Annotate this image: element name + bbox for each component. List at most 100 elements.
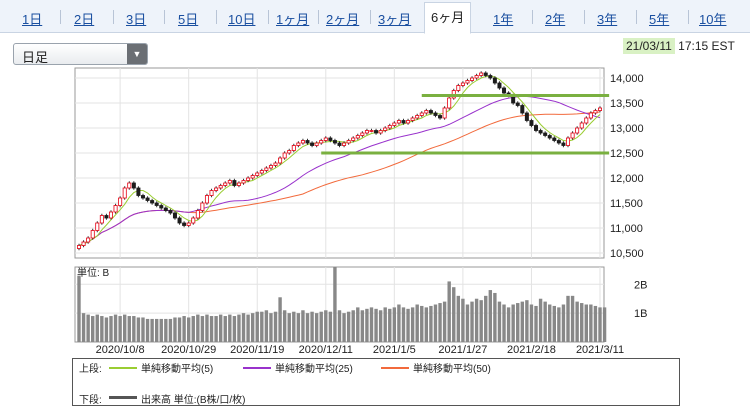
candle-body bbox=[77, 245, 82, 249]
volume-bar bbox=[365, 308, 369, 342]
tab-10-days[interactable]: 10日 bbox=[228, 12, 256, 27]
candle-body bbox=[214, 187, 219, 191]
price-tick-label: 12,500 bbox=[610, 148, 644, 160]
candle-body bbox=[378, 130, 383, 134]
volume-bar bbox=[433, 304, 438, 342]
chevron-down-icon: ▼ bbox=[127, 44, 147, 64]
tab-3-months[interactable]: 3ヶ月 bbox=[378, 12, 412, 27]
price-tick-label: 11,000 bbox=[610, 223, 643, 235]
volume-bar bbox=[127, 316, 131, 342]
candle-body bbox=[159, 205, 164, 209]
volume-bar bbox=[81, 313, 86, 342]
tab-1-day[interactable]: 1日 bbox=[22, 12, 43, 27]
candle-body bbox=[387, 125, 392, 129]
candle-body bbox=[296, 142, 301, 146]
x-tick-label: 2020/10/29 bbox=[161, 344, 216, 356]
candle-body bbox=[584, 117, 589, 124]
volume-bar bbox=[479, 300, 483, 342]
volume-bar bbox=[209, 316, 214, 342]
candle-body bbox=[227, 180, 232, 184]
candle-body bbox=[131, 182, 136, 189]
candle-body bbox=[310, 142, 315, 146]
tab-3-years[interactable]: 3年 bbox=[597, 12, 618, 27]
tab-1-month[interactable]: 1ヶ月 bbox=[276, 12, 310, 27]
tab-2-days[interactable]: 2日 bbox=[74, 12, 95, 27]
volume-bar bbox=[109, 316, 113, 342]
volume-bar bbox=[328, 311, 333, 342]
tab-10-years[interactable]: 10年 bbox=[699, 12, 727, 27]
volume-bar bbox=[196, 314, 200, 342]
candle-body bbox=[575, 127, 580, 134]
candle-body bbox=[396, 120, 401, 124]
candle-body bbox=[136, 187, 141, 196]
candle-body bbox=[355, 135, 360, 139]
volume-bar bbox=[543, 301, 547, 342]
candle-body bbox=[502, 87, 507, 94]
period-select[interactable]: 日足 ▼ bbox=[13, 43, 148, 65]
candle-body bbox=[428, 110, 433, 114]
tab-separator bbox=[688, 10, 689, 24]
volume-tick-label: 1B bbox=[634, 308, 647, 320]
volume-bar bbox=[77, 275, 81, 342]
x-tick-label: 2021/3/11 bbox=[576, 344, 624, 356]
tab-5-days[interactable]: 5日 bbox=[178, 12, 199, 27]
period-tab-bar: 1日 2日 3日 5日 10日 1ヶ月 2ヶ月 3ヶ月 6ヶ月 1年 2年 3年… bbox=[0, 0, 750, 34]
candle-body bbox=[154, 202, 159, 206]
candle-body bbox=[122, 187, 127, 199]
volume-bar bbox=[516, 303, 520, 342]
tab-2-years[interactable]: 2年 bbox=[545, 12, 566, 27]
tab-2-months[interactable]: 2ヶ月 bbox=[326, 12, 360, 27]
candle-body bbox=[419, 112, 424, 116]
candle-body bbox=[337, 142, 342, 146]
candle-body bbox=[172, 212, 177, 219]
tab-separator bbox=[532, 10, 533, 24]
volume-bar bbox=[118, 316, 122, 342]
candle-body bbox=[204, 195, 209, 204]
candle-body bbox=[479, 72, 484, 76]
price-plot-frame bbox=[74, 67, 605, 259]
tab-separator bbox=[370, 10, 371, 24]
candle-body bbox=[195, 210, 200, 219]
volume-bar bbox=[333, 267, 337, 342]
candle-body bbox=[291, 145, 296, 151]
candle-body bbox=[566, 137, 571, 146]
volume-bar bbox=[282, 310, 287, 342]
volume-bar bbox=[141, 317, 145, 342]
candle-body bbox=[186, 222, 191, 226]
candle-body bbox=[268, 165, 273, 169]
candle-body bbox=[364, 130, 369, 134]
volume-bar bbox=[388, 308, 392, 342]
volume-bar bbox=[474, 298, 479, 342]
candle-body bbox=[346, 140, 351, 144]
candle-body bbox=[90, 230, 95, 239]
tab-separator bbox=[216, 10, 217, 24]
volume-bar bbox=[484, 295, 488, 342]
legend-ma5: 単純移動平均(5) bbox=[141, 364, 214, 375]
volume-bar bbox=[100, 316, 104, 342]
volume-bar bbox=[566, 295, 570, 342]
volume-unit-label: 単位: B bbox=[77, 266, 110, 279]
tab-3-days[interactable]: 3日 bbox=[126, 12, 147, 27]
volume-bar bbox=[456, 295, 461, 342]
volume-bar bbox=[360, 310, 365, 342]
candle-body bbox=[524, 112, 529, 121]
candle-body bbox=[547, 135, 552, 139]
volume-bar bbox=[104, 317, 109, 342]
candle-body bbox=[447, 97, 452, 109]
volume-bar bbox=[292, 311, 296, 342]
candle-body bbox=[369, 130, 374, 132]
volume-bar bbox=[548, 304, 552, 342]
candle-body bbox=[99, 215, 104, 224]
candle-body bbox=[250, 175, 255, 179]
price-tick-label: 10,500 bbox=[610, 248, 644, 260]
tab-6-months[interactable]: 6ヶ月 bbox=[424, 2, 472, 34]
candle-body bbox=[401, 120, 406, 124]
tab-5-years[interactable]: 5年 bbox=[649, 12, 670, 27]
tab-1-year[interactable]: 1年 bbox=[493, 12, 514, 27]
candle-body bbox=[392, 122, 397, 126]
volume-bar bbox=[237, 314, 241, 342]
x-tick-label: 2021/1/27 bbox=[438, 344, 487, 356]
volume-bar bbox=[470, 301, 474, 342]
candle-body bbox=[383, 127, 388, 131]
volume-bar bbox=[520, 301, 525, 342]
